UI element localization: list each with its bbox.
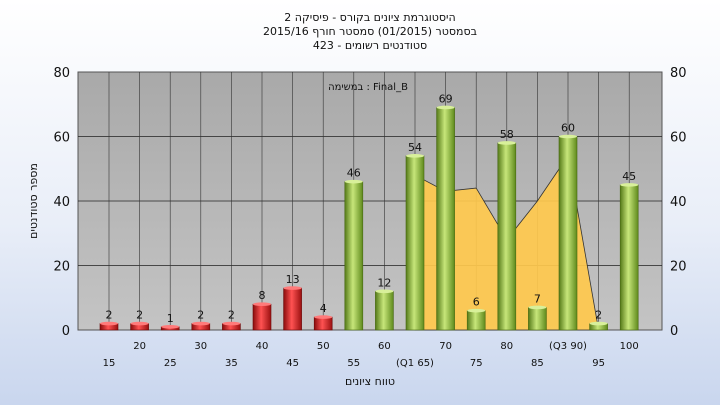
y-tick-label-right: 20 [670,260,687,275]
bar-value-label: 58 [500,128,514,141]
y-tick-label-left: 80 [53,66,70,81]
legend-label: במשימה : Final_B [328,82,408,93]
bars-group [99,105,639,331]
x-tick-label: 45 [286,358,299,369]
bar-value-label: 1 [167,312,174,325]
bar-value-label: 12 [377,276,391,289]
y-tick-label-right: 40 [670,195,687,210]
bar-cap [283,286,302,290]
x-tick-label: 100 [620,341,639,352]
bar-value-label: 2 [136,309,143,322]
bar-cap [222,321,241,326]
x-tick-label: 85 [531,358,544,369]
bar-value-label: 4 [320,302,327,315]
bar-80 [497,142,517,331]
chart-title-line-2: בסמסטר (01/2015) סמסטר חורף 2015/16 [263,25,477,38]
bar-value-label: 6 [473,296,480,309]
bar-cap [100,321,118,326]
x-tick-label: 50 [317,341,330,352]
bar-(Q1 65) [405,155,425,331]
y-axis-label: מספר סטודנטים [27,163,40,239]
bar-value-label: 45 [622,170,636,183]
x-tick-label: 70 [439,341,452,352]
bar-cap [191,321,210,326]
bar-(Q3 90) [558,136,578,331]
bar-cap [375,289,394,294]
bar-cap [161,324,180,329]
bar-cap [253,302,271,307]
x-tick-label: 95 [592,358,605,369]
bar-cap [130,321,149,326]
x-tick-label: 40 [256,341,269,352]
chart-title-line-3: סטודנטים רשומים - 423 [313,39,427,52]
bar-cap [620,183,639,187]
bar-value-label: 60 [561,122,575,135]
bar-cap [497,141,516,145]
x-tick-label: 75 [470,358,483,369]
x-tick-label: (Q3 90) [549,341,587,352]
bar-value-label: 13 [286,273,300,286]
x-tick-label: 80 [500,341,513,352]
bar-value-label: 2 [197,309,204,322]
bar-100 [619,184,639,331]
x-tick-label: 55 [347,358,360,369]
bar-45 [283,287,302,331]
bar-cap [559,134,577,139]
bar-cap [528,305,547,310]
y-tick-label-right: 60 [670,131,687,146]
bar-cap [589,321,608,326]
x-tick-label: 15 [103,358,116,369]
y-tick-label-left: 40 [53,195,70,210]
bar-value-label: 2 [228,309,235,322]
bar-cap [406,154,424,158]
bar-cap [436,105,455,110]
bar-value-label: 2 [595,309,602,322]
x-tick-label: 25 [164,358,177,369]
y-tick-label-right: 80 [670,66,687,81]
y-tick-label-left: 20 [53,260,70,275]
bar-55 [344,181,364,331]
x-axis-ticks: 15 20 25 30 35 40 45 50 55 60 (Q1 65) 70 75 80 85 (Q3 9… [103,341,639,369]
y-tick-label-left: 60 [53,131,70,146]
bar-60 [375,290,394,331]
x-axis-label: טווח ציונים [345,375,395,388]
chart-title-line-1: היסטוגרמת ציונים בקורס - פיסיקה 2 [284,11,455,24]
y-tick-label-left: 0 [62,324,70,339]
bar-cap [344,179,363,184]
x-tick-label: 60 [378,341,391,352]
bar-value-label: 2 [106,309,113,322]
bar-40 [252,303,272,331]
x-tick-label: 20 [133,341,146,352]
bar-value-label: 54 [408,141,422,154]
bar-value-label: 8 [259,289,266,302]
bar-value-label: 7 [534,292,541,305]
bar-50 [313,316,333,331]
bar-value-label: 69 [439,92,453,105]
x-tick-label: 35 [225,358,238,369]
x-tick-label: 30 [194,341,207,352]
y-tick-label-right: 0 [670,324,678,339]
bar-70 [436,107,455,331]
bar-cap [314,315,333,319]
bar-value-label: 46 [347,167,361,180]
y-axis-ticks: 0 0 20 20 40 40 60 60 80 80 [53,66,686,339]
bar-85 [528,307,547,331]
bar-75 [466,310,486,331]
x-tick-label: (Q1 65) [396,358,434,369]
bar-cap [467,308,486,313]
